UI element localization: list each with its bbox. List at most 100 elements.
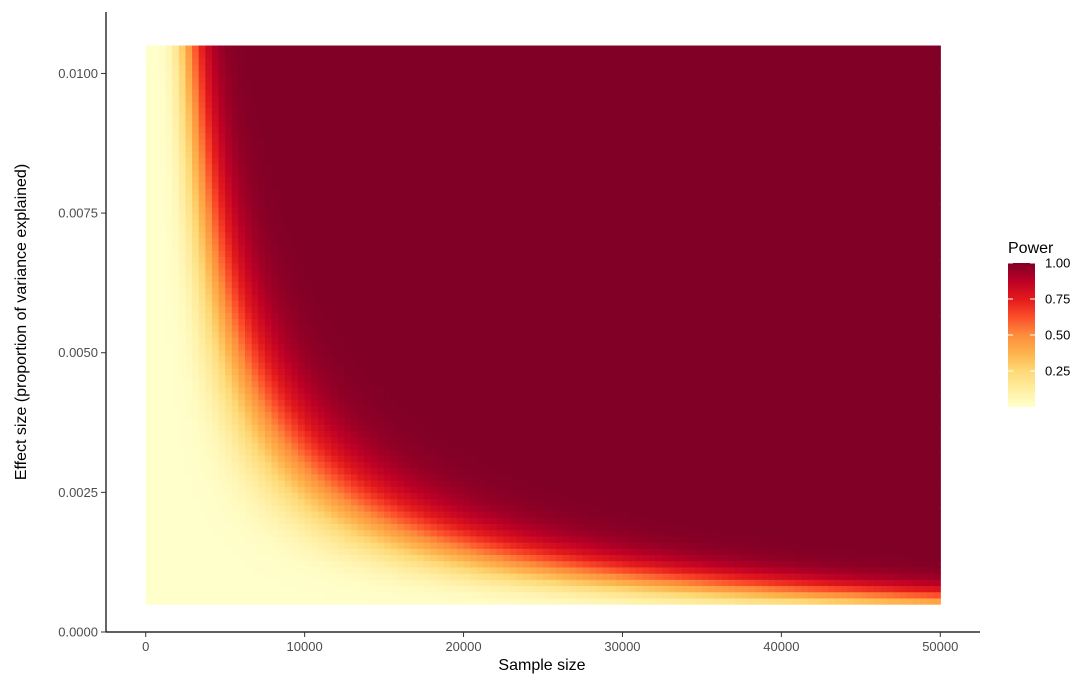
- heatmap-cell: [245, 467, 253, 475]
- heatmap-cell: [748, 393, 756, 400]
- heatmap-cell: [165, 510, 173, 518]
- heatmap-cell: [403, 548, 412, 556]
- heatmap-cell: [503, 529, 511, 537]
- heatmap-cell: [562, 411, 571, 419]
- heatmap-cell: [311, 461, 319, 469]
- heatmap-cell: [357, 498, 365, 506]
- heatmap-cell: [728, 442, 736, 450]
- heatmap-cell: [523, 386, 531, 394]
- heatmap-cell: [721, 492, 729, 500]
- heatmap-cell: [450, 517, 458, 524]
- heatmap-cell: [814, 393, 822, 400]
- heatmap-cell: [456, 566, 465, 574]
- heatmap-cell: [317, 542, 326, 549]
- heatmap-cell: [450, 504, 458, 512]
- heatmap-cell: [251, 448, 259, 456]
- heatmap-cell: [556, 486, 564, 493]
- heatmap-cell: [708, 517, 716, 524]
- heatmap-cell: [807, 510, 816, 518]
- heatmap-cell: [172, 417, 180, 425]
- heatmap-cell: [430, 380, 438, 388]
- heatmap-cell: [198, 374, 206, 382]
- heatmap-cell: [364, 436, 372, 444]
- heatmap-cell: [258, 436, 266, 444]
- heatmap-cell: [172, 399, 180, 407]
- heatmap-cell: [397, 579, 405, 587]
- heatmap-cell: [198, 498, 206, 506]
- heatmap-cell: [893, 417, 902, 425]
- heatmap-cell: [331, 486, 339, 493]
- heatmap-cell: [423, 486, 432, 493]
- heatmap-cell: [370, 473, 379, 481]
- heatmap-cell: [893, 548, 902, 556]
- heatmap-cell: [655, 349, 663, 357]
- heatmap-cell: [456, 479, 465, 487]
- heatmap-cell: [536, 442, 544, 450]
- heatmap-cell: [622, 355, 630, 363]
- heatmap-cell: [490, 349, 498, 357]
- heatmap-cell: [754, 510, 763, 518]
- heatmap-cell: [264, 430, 273, 438]
- heatmap-cell: [748, 386, 756, 394]
- heatmap-cell: [443, 591, 451, 599]
- heatmap-cell: [576, 548, 584, 556]
- heatmap-cell: [231, 591, 240, 599]
- heatmap-cell: [443, 349, 451, 357]
- heatmap-cell: [370, 393, 379, 400]
- heatmap-cell: [728, 597, 736, 605]
- heatmap-cell: [801, 517, 809, 524]
- heatmap-cell: [390, 548, 398, 556]
- heatmap-cell: [648, 523, 657, 531]
- heatmap-cell: [807, 455, 816, 462]
- heatmap-cell: [748, 473, 756, 481]
- heatmap-cell: [536, 380, 544, 388]
- heatmap-cell: [854, 455, 862, 462]
- heatmap-cell: [874, 448, 882, 456]
- heatmap-cell: [529, 542, 537, 549]
- heatmap-cell: [562, 473, 571, 481]
- heatmap-cell: [291, 486, 299, 493]
- heatmap-cell: [278, 455, 286, 462]
- heatmap-cell: [324, 417, 332, 425]
- heatmap-cell: [622, 473, 630, 481]
- heatmap-cell: [708, 362, 716, 369]
- heatmap-cell: [748, 585, 756, 593]
- heatmap-cell: [145, 492, 153, 500]
- heatmap-cell: [933, 523, 941, 531]
- heatmap-cell: [562, 517, 571, 524]
- heatmap-cell: [536, 399, 544, 407]
- heatmap-cell: [317, 560, 326, 568]
- heatmap-cell: [913, 566, 922, 574]
- heatmap-cell: [582, 349, 590, 357]
- heatmap-cell: [721, 548, 729, 556]
- heatmap-cell: [284, 504, 292, 512]
- heatmap-cell: [158, 424, 167, 431]
- heatmap-cell: [728, 386, 736, 394]
- heatmap-cell: [701, 523, 710, 531]
- heatmap-cell: [602, 486, 610, 493]
- heatmap-cell: [880, 591, 888, 599]
- heatmap-cell: [556, 510, 564, 518]
- heatmap-cell: [543, 405, 551, 413]
- heatmap-cell: [549, 573, 557, 580]
- heatmap-cell: [807, 349, 816, 357]
- heatmap-cell: [516, 442, 524, 450]
- heatmap-cell: [158, 473, 167, 481]
- heatmap-cell: [827, 504, 835, 512]
- heatmap-cell: [609, 467, 617, 475]
- heatmap-cell: [887, 442, 895, 450]
- heatmap-cell: [556, 548, 564, 556]
- heatmap-cell: [476, 591, 485, 599]
- heatmap-cell: [787, 510, 796, 518]
- heatmap-cell: [397, 542, 405, 549]
- heatmap-cell: [523, 436, 531, 444]
- heatmap-cell: [198, 492, 206, 500]
- heatmap-cell: [893, 510, 902, 518]
- heatmap-cell: [874, 442, 882, 450]
- heatmap-cell: [304, 430, 312, 438]
- heatmap-cell: [331, 417, 339, 425]
- heatmap-cell: [390, 510, 398, 518]
- heatmap-cell: [576, 411, 584, 419]
- heatmap-cell: [251, 566, 259, 574]
- heatmap-cell: [933, 548, 941, 556]
